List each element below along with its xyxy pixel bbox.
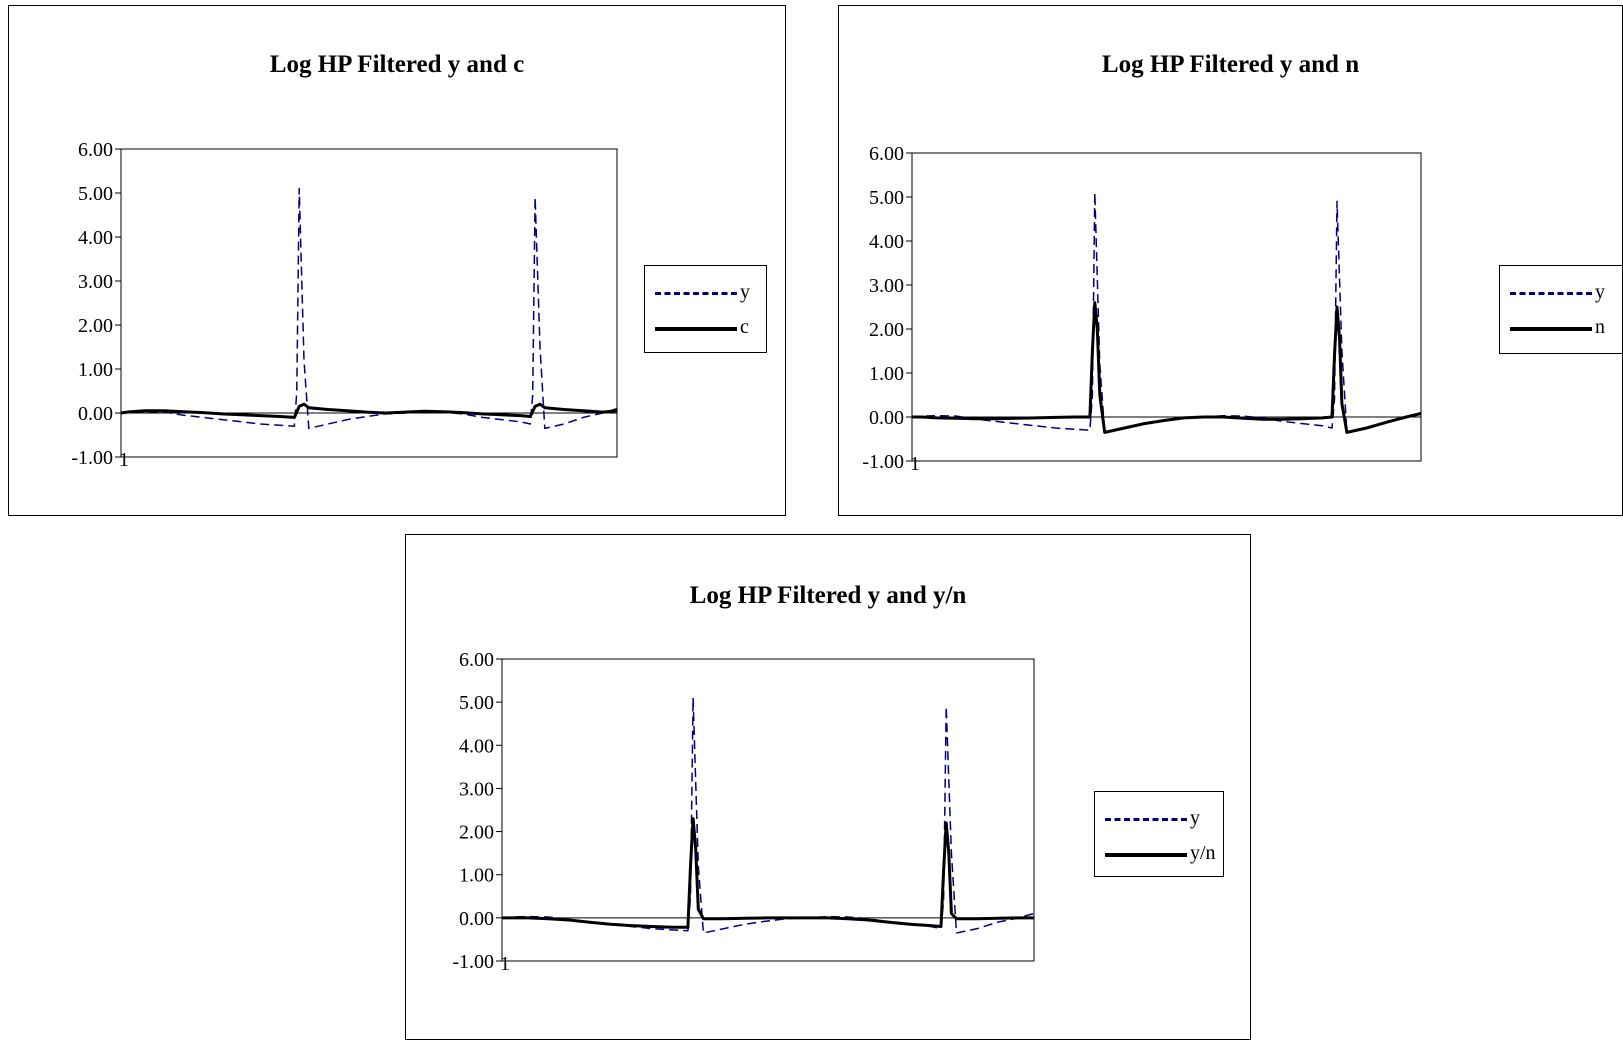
y-tick-label: 4.00 — [459, 735, 494, 757]
plot-area: -1.00 0.00 1.00 2.00 3.00 4.00 5.00 6.00 1 — [406, 535, 1252, 1041]
y-tick-label: 0.00 — [78, 403, 113, 425]
legend: y y/n — [1094, 791, 1224, 877]
legend-swatch-y — [655, 292, 737, 295]
y-tick-label: 6.00 — [459, 649, 494, 671]
y-tick-label: 5.00 — [459, 692, 494, 714]
y-tick-label: 5.00 — [78, 183, 113, 205]
legend: y n — [1499, 265, 1623, 354]
series-line-y — [912, 193, 1421, 433]
y-tick-label: 3.00 — [459, 778, 494, 800]
y-tick-label: 1.00 — [78, 359, 113, 381]
y-tick-label: 4.00 — [78, 227, 113, 249]
legend-item-c: c — [645, 314, 766, 342]
legend-swatch-y — [1510, 292, 1592, 295]
legend-label-y: y — [1190, 807, 1200, 830]
series-line-y — [502, 698, 1034, 933]
plot-area: -1.00 0.00 1.00 2.00 3.00 4.00 5.00 6.00 1 — [839, 6, 1623, 517]
y-tick-label: 2.00 — [78, 315, 113, 337]
x-tick-label: 1 — [910, 453, 920, 475]
chart-panel-y-n: Log HP Filtered y and n -1.00 0.00 1.00 2.0… — [838, 5, 1623, 516]
legend-swatch-y — [1105, 818, 1187, 821]
series-line-y-per-n — [502, 819, 1034, 928]
series-line-y — [121, 189, 617, 429]
chart-panel-y-c: Log HP Filtered y and c -1.00 0.00 1.00 2.0… — [8, 5, 786, 516]
y-tick-label: 1.00 — [459, 865, 494, 887]
y-tick-label: -1.00 — [862, 451, 904, 473]
y-tick-label: 3.00 — [869, 275, 904, 297]
legend-swatch-yn — [1105, 853, 1187, 857]
legend-item-y: y — [1500, 279, 1622, 307]
legend-label-y: y — [1595, 281, 1605, 304]
y-tick-label: 1.00 — [869, 363, 904, 385]
x-tick-label: 1 — [500, 953, 510, 975]
chart-panel-y-yn: Log HP Filtered y and y/n -1.00 0.00 1.00 2… — [405, 534, 1251, 1040]
legend-item-y: y — [1095, 805, 1223, 833]
y-tick-label: -1.00 — [71, 447, 113, 469]
y-tick-label: 3.00 — [78, 271, 113, 293]
y-tick-label: -1.00 — [452, 951, 494, 973]
y-tick-label: 2.00 — [869, 319, 904, 341]
y-tick-label: 6.00 — [869, 143, 904, 165]
legend-label-yn: y/n — [1190, 842, 1216, 865]
legend-label-n: n — [1595, 316, 1605, 339]
y-tick-label: 6.00 — [78, 139, 113, 161]
y-tick-label: 2.00 — [459, 822, 494, 844]
legend-item-n: n — [1500, 314, 1622, 342]
legend: y c — [644, 265, 767, 353]
legend-item-y: y — [645, 279, 766, 307]
legend-swatch-c — [655, 327, 737, 331]
legend-item-yn: y/n — [1095, 840, 1223, 868]
y-tick-label: 5.00 — [869, 187, 904, 209]
series-line-n — [912, 303, 1421, 433]
legend-label-c: c — [740, 316, 749, 339]
plot-area: -1.00 0.00 1.00 2.00 3.00 4.00 5.00 6.00 1 — [9, 6, 787, 517]
series-line-c — [121, 404, 617, 417]
y-tick-label: 0.00 — [869, 407, 904, 429]
legend-label-y: y — [740, 281, 750, 304]
x-tick-label: 1 — [119, 449, 129, 471]
y-tick-label: 4.00 — [869, 231, 904, 253]
legend-swatch-n — [1510, 327, 1592, 331]
y-tick-label: 0.00 — [459, 908, 494, 930]
